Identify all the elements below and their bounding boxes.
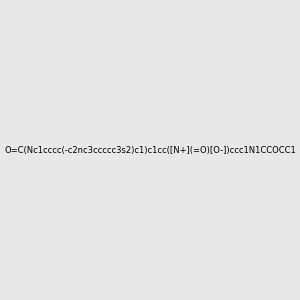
Text: O=C(Nc1cccc(-c2nc3ccccc3s2)c1)c1cc([N+](=O)[O-])ccc1N1CCOCC1: O=C(Nc1cccc(-c2nc3ccccc3s2)c1)c1cc([N+](…: [4, 146, 296, 154]
